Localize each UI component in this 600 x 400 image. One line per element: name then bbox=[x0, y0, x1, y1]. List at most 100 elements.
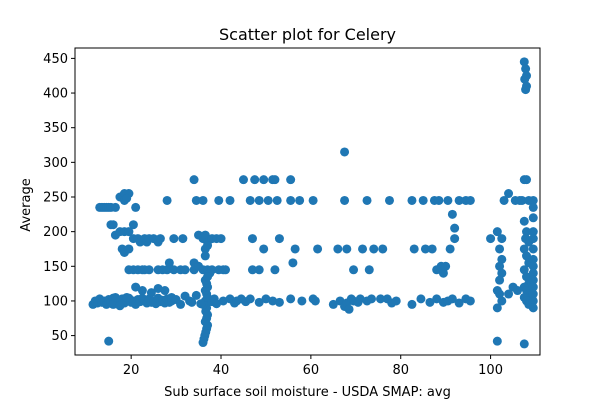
scatter-point bbox=[378, 244, 388, 254]
scatter-point bbox=[191, 290, 201, 300]
scatter-point bbox=[416, 294, 426, 304]
scatter-point bbox=[495, 289, 505, 299]
scatter-point bbox=[522, 175, 532, 185]
scatter-point bbox=[290, 244, 300, 254]
scatter-point bbox=[274, 297, 284, 307]
scatter-point bbox=[528, 275, 538, 285]
y-tick-label: 50 bbox=[51, 329, 68, 344]
scatter-point bbox=[295, 195, 305, 205]
scatter-point bbox=[517, 195, 527, 205]
scatter-point bbox=[263, 195, 273, 205]
scatter-point bbox=[169, 265, 179, 275]
scatter-point bbox=[528, 202, 538, 212]
scatter-point bbox=[349, 265, 359, 275]
y-tick-label: 100 bbox=[43, 294, 68, 309]
scatter-point bbox=[238, 175, 248, 185]
scatter-point bbox=[450, 223, 460, 233]
scatter-point bbox=[164, 258, 174, 268]
scatter-point bbox=[250, 175, 260, 185]
scatter-point bbox=[176, 299, 186, 309]
scatter-point bbox=[427, 244, 437, 254]
scatter-point bbox=[358, 244, 368, 254]
scatter-point bbox=[189, 175, 199, 185]
scatter-point bbox=[454, 195, 464, 205]
points-layer bbox=[88, 57, 538, 349]
scatter-point bbox=[519, 265, 529, 275]
scatter-point bbox=[270, 265, 280, 275]
scatter-point bbox=[131, 282, 141, 292]
scatter-point bbox=[434, 195, 444, 205]
scatter-point bbox=[504, 289, 514, 299]
scatter-point bbox=[528, 244, 538, 254]
scatter-point bbox=[367, 294, 377, 304]
scatter-point bbox=[274, 234, 284, 244]
scatter-point bbox=[432, 265, 442, 275]
scatter-point bbox=[497, 296, 507, 306]
scatter-point bbox=[492, 227, 502, 237]
y-tick-label: 450 bbox=[43, 52, 68, 67]
scatter-point bbox=[328, 299, 338, 309]
scatter-point bbox=[216, 234, 226, 244]
scatter-point bbox=[528, 268, 538, 278]
scatter-point bbox=[528, 282, 538, 292]
scatter-point bbox=[340, 195, 350, 205]
scatter-point bbox=[495, 275, 505, 285]
scatter-point bbox=[492, 303, 502, 313]
scatter-point bbox=[200, 230, 210, 240]
scatter-point bbox=[232, 296, 242, 306]
scatter-point bbox=[342, 244, 352, 254]
scatter-point bbox=[247, 234, 257, 244]
scatter-point bbox=[155, 234, 165, 244]
scatter-point bbox=[497, 254, 507, 264]
scatter-point bbox=[520, 74, 530, 84]
y-tick-label: 150 bbox=[43, 260, 68, 275]
scatter-point bbox=[286, 195, 296, 205]
scatter-point bbox=[519, 339, 529, 349]
scatter-point bbox=[528, 195, 538, 205]
scatter-point bbox=[212, 299, 222, 309]
scatter-point bbox=[225, 195, 235, 205]
scatter-point bbox=[313, 244, 323, 254]
scatter-point bbox=[200, 251, 210, 261]
scatter-point bbox=[528, 296, 538, 306]
scatter-point bbox=[407, 299, 417, 309]
scatter-point bbox=[465, 195, 475, 205]
scatter-point bbox=[425, 297, 435, 307]
scatter-point bbox=[407, 195, 417, 205]
scatter-point bbox=[376, 294, 386, 304]
scatter-point bbox=[486, 234, 496, 244]
y-axis-label: Average bbox=[19, 178, 34, 231]
x-tick-label: 60 bbox=[303, 363, 320, 378]
scatter-point bbox=[214, 195, 224, 205]
scatter-point bbox=[286, 175, 296, 185]
scatter-point bbox=[364, 265, 374, 275]
scatter-point bbox=[178, 234, 188, 244]
scatter-point bbox=[131, 202, 141, 212]
scatter-point bbox=[521, 64, 531, 74]
scatter-point bbox=[144, 265, 154, 275]
scatter-point bbox=[310, 296, 320, 306]
scatter-point bbox=[441, 261, 451, 271]
scatter-point bbox=[384, 195, 394, 205]
scatter-point bbox=[268, 296, 278, 306]
scatter-point bbox=[528, 234, 538, 244]
scatter-point bbox=[528, 213, 538, 223]
scatter-point bbox=[203, 272, 213, 282]
scatter-point bbox=[497, 268, 507, 278]
scatter-point bbox=[203, 241, 213, 251]
scatter-point bbox=[191, 195, 201, 205]
y-tick-label: 200 bbox=[43, 225, 68, 240]
scatter-point bbox=[528, 254, 538, 264]
scatter-point bbox=[495, 244, 505, 254]
scatter-point bbox=[115, 301, 125, 311]
scatter-point bbox=[254, 265, 264, 275]
scatter-point bbox=[162, 265, 172, 275]
scatter-point bbox=[122, 193, 132, 203]
scatter-point bbox=[245, 294, 255, 304]
scatter-point bbox=[513, 286, 523, 296]
y-axis: 50 100 150 200 250 300 350 400 450 bbox=[43, 52, 75, 344]
scatter-point bbox=[308, 195, 318, 205]
scatter-point bbox=[128, 220, 138, 230]
